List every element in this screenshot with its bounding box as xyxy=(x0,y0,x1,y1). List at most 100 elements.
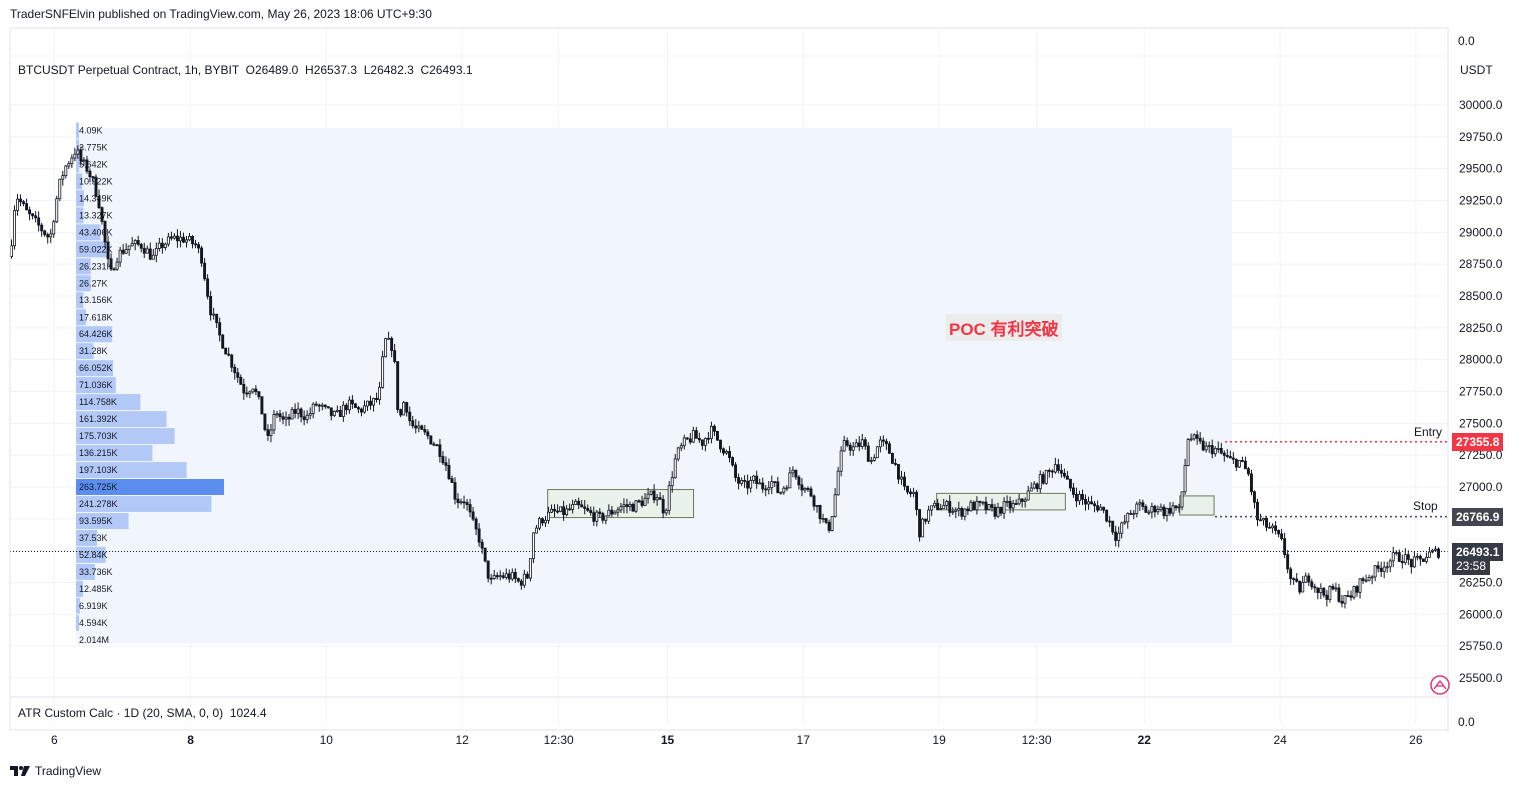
candle-down xyxy=(993,506,997,517)
candle-up xyxy=(417,425,421,429)
candle-down xyxy=(797,476,801,486)
candle-down xyxy=(960,507,964,517)
candle-up xyxy=(55,198,59,223)
candle-down xyxy=(429,435,433,445)
candle-up xyxy=(70,157,74,165)
footer-brand[interactable]: TradingView xyxy=(10,764,101,778)
candle-down xyxy=(1316,587,1320,593)
candle-up xyxy=(1156,509,1160,513)
candle-down xyxy=(1331,585,1335,590)
volume-profile-bar xyxy=(76,513,129,529)
candle-down xyxy=(233,366,237,374)
candle-up xyxy=(900,476,903,480)
candle-down xyxy=(577,500,581,506)
candle-down xyxy=(299,408,303,418)
candle-down xyxy=(1050,470,1054,473)
candle-down xyxy=(46,234,50,238)
candle-up xyxy=(366,400,369,407)
volume-profile-bar xyxy=(76,360,114,377)
candle-up xyxy=(607,509,611,517)
candle-down xyxy=(215,313,219,324)
poc-annotation[interactable]: POC 有利突破 xyxy=(946,314,1062,341)
candle-up xyxy=(275,413,279,416)
candle-up xyxy=(1394,552,1398,554)
candle-up xyxy=(1029,487,1033,492)
candle-down xyxy=(1256,501,1259,521)
volume-profile-label: 17.618K xyxy=(79,312,113,322)
candle-down xyxy=(1047,470,1051,472)
price-tick-label: 29750.0 xyxy=(1459,130,1503,144)
candle-down xyxy=(344,404,348,411)
candle-down xyxy=(589,510,593,514)
volume-profile-label: 13.156K xyxy=(79,295,113,305)
volume-profile-bar xyxy=(76,546,106,563)
volume-profile-bar xyxy=(76,529,98,546)
candle-up xyxy=(1427,551,1431,558)
candle-down xyxy=(37,217,41,226)
candle-down xyxy=(1108,520,1112,523)
candle-down xyxy=(1062,472,1066,477)
candle-up xyxy=(1370,576,1374,579)
candle-down xyxy=(516,578,520,582)
candle-up xyxy=(1099,506,1103,511)
candle-down xyxy=(984,501,988,511)
candle-up xyxy=(1352,586,1356,598)
time-tick-label: 19 xyxy=(932,733,946,747)
candle-up xyxy=(981,501,985,504)
symbol-legend[interactable]: BTCUSDT Perpetual Contract, 1h, BYBIT O2… xyxy=(18,63,473,77)
candle-down xyxy=(583,506,587,509)
candle-down xyxy=(191,235,194,245)
candle-down xyxy=(845,440,849,446)
volume-profile-bar xyxy=(76,343,94,360)
candle-down xyxy=(43,230,47,236)
candle-down xyxy=(142,247,146,254)
candle-down xyxy=(399,409,403,416)
candle-down xyxy=(706,437,710,440)
candle-up xyxy=(939,508,943,510)
candle-down xyxy=(610,509,614,515)
candle-down xyxy=(1286,554,1290,570)
candle-up xyxy=(791,469,795,474)
price-tick-label: 25500.0 xyxy=(1459,671,1503,685)
candle-down xyxy=(121,249,125,254)
candle-up xyxy=(154,248,158,256)
candle-up xyxy=(1147,511,1151,514)
candle-down xyxy=(411,420,415,427)
candle-down xyxy=(1400,561,1404,564)
candle-up xyxy=(1434,548,1437,551)
candle-up xyxy=(1159,506,1163,510)
candle-down xyxy=(556,510,560,513)
candle-down xyxy=(148,248,152,260)
candle-down xyxy=(278,413,282,418)
candle-down xyxy=(1259,519,1262,522)
candle-down xyxy=(1129,512,1133,515)
candle-up xyxy=(372,397,375,406)
candle-down xyxy=(1020,498,1024,502)
candle-down xyxy=(432,443,436,446)
candle-down xyxy=(396,361,400,410)
candle-down xyxy=(658,497,662,500)
candle-up xyxy=(963,508,967,517)
candle-up xyxy=(1183,465,1187,493)
candle-down xyxy=(734,464,738,478)
candle-down xyxy=(314,403,318,406)
candle-down xyxy=(525,573,529,579)
candle-down xyxy=(743,480,747,482)
price-tick-label: 28000.0 xyxy=(1459,353,1503,367)
candle-down xyxy=(1096,505,1100,511)
candle-up xyxy=(538,518,541,529)
indicator-legend[interactable]: ATR Custom Calc · 1D (20, SMA, 0, 0) 102… xyxy=(18,706,267,720)
volume-profile-label: 66.052K xyxy=(79,363,113,373)
price-axis: 30000.0 29750.0 29500.0 29250.0 29000.0 28750… xyxy=(1459,98,1503,685)
candle-down xyxy=(209,295,213,316)
candle-up xyxy=(1271,525,1275,529)
candle-up xyxy=(1262,517,1265,521)
candle-down xyxy=(700,439,704,446)
candle-down xyxy=(447,464,451,480)
candle-down xyxy=(694,430,698,439)
candle-up xyxy=(1304,575,1308,583)
candle-down xyxy=(737,477,741,484)
volume-profile-bar xyxy=(76,173,83,190)
candle-down xyxy=(1068,478,1072,489)
